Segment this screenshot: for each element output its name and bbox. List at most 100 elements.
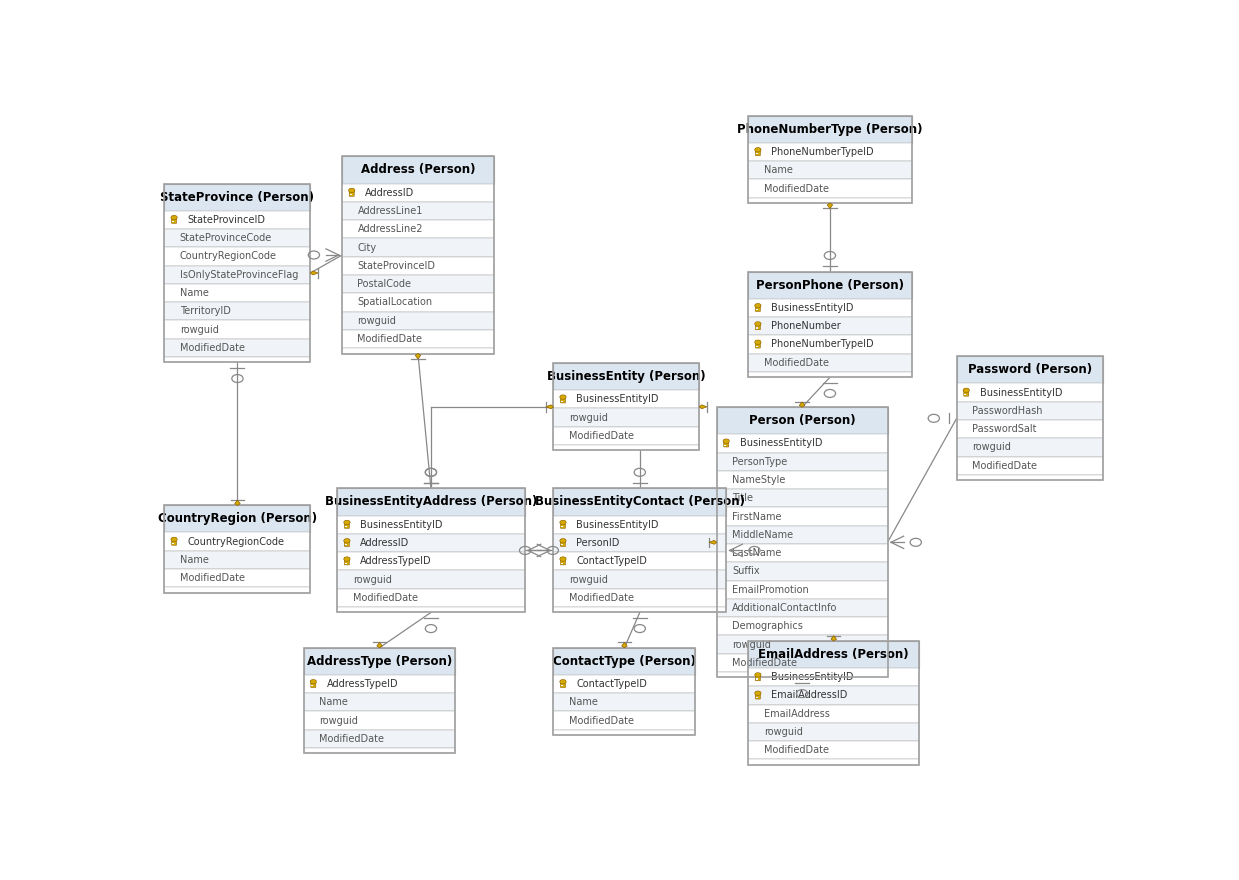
Bar xyxy=(716,508,887,525)
Bar xyxy=(716,562,887,581)
Text: AddressTypeID: AddressTypeID xyxy=(327,679,399,689)
Bar xyxy=(304,711,456,730)
Bar xyxy=(957,384,1103,401)
Bar xyxy=(342,238,494,257)
Text: NameStyle: NameStyle xyxy=(732,475,786,485)
Bar xyxy=(172,543,173,544)
Bar xyxy=(748,641,919,668)
Bar xyxy=(748,641,919,765)
Text: EmailAddress: EmailAddress xyxy=(763,708,830,719)
Bar xyxy=(337,589,524,607)
Text: Person (Person): Person (Person) xyxy=(748,414,855,427)
FancyBboxPatch shape xyxy=(560,539,565,546)
Text: rowguid: rowguid xyxy=(358,316,396,326)
Bar xyxy=(337,534,524,552)
Bar xyxy=(716,489,887,508)
Bar xyxy=(554,607,726,612)
Bar xyxy=(748,116,912,203)
Text: StateProvinceID: StateProvinceID xyxy=(358,260,435,271)
Text: ModifiedDate: ModifiedDate xyxy=(763,184,829,194)
Text: EmailAddressID: EmailAddressID xyxy=(772,691,847,700)
FancyBboxPatch shape xyxy=(756,323,761,330)
Bar xyxy=(554,589,726,607)
Bar xyxy=(554,534,726,552)
Circle shape xyxy=(343,539,351,543)
Circle shape xyxy=(560,557,566,561)
Bar xyxy=(554,488,726,612)
Bar xyxy=(748,272,912,298)
Text: StateProvinceCode: StateProvinceCode xyxy=(180,233,273,243)
Text: BusinessEntityContact (Person): BusinessEntityContact (Person) xyxy=(535,495,745,509)
Text: LastName: LastName xyxy=(732,548,782,558)
Bar xyxy=(165,339,311,357)
Bar xyxy=(337,607,524,612)
Bar xyxy=(716,544,887,562)
Text: PersonType: PersonType xyxy=(732,457,787,466)
Text: AddressType (Person): AddressType (Person) xyxy=(307,655,452,668)
Text: Name: Name xyxy=(180,555,208,565)
Text: BusinessEntityID: BusinessEntityID xyxy=(361,520,442,530)
FancyBboxPatch shape xyxy=(311,680,316,687)
Text: ModifiedDate: ModifiedDate xyxy=(973,461,1037,471)
FancyBboxPatch shape xyxy=(560,521,565,528)
Text: BusinessEntityID: BusinessEntityID xyxy=(576,394,659,404)
FancyBboxPatch shape xyxy=(756,304,761,312)
Bar xyxy=(748,686,919,705)
Polygon shape xyxy=(234,500,240,505)
Bar xyxy=(337,488,524,612)
Text: ModifiedDate: ModifiedDate xyxy=(569,593,633,603)
Text: BusinessEntityID: BusinessEntityID xyxy=(576,520,659,530)
FancyBboxPatch shape xyxy=(756,692,761,699)
Bar xyxy=(344,562,347,564)
FancyBboxPatch shape xyxy=(171,538,177,546)
Bar xyxy=(756,678,758,679)
Text: Name: Name xyxy=(763,165,793,175)
Bar xyxy=(748,198,912,203)
Text: BusinessEntityID: BusinessEntityID xyxy=(740,438,823,449)
Bar xyxy=(554,675,695,693)
Circle shape xyxy=(963,388,969,392)
Text: PasswordHash: PasswordHash xyxy=(973,406,1042,416)
Bar xyxy=(165,587,311,593)
Text: PhoneNumberTypeID: PhoneNumberTypeID xyxy=(772,147,873,157)
Text: ContactTypeID: ContactTypeID xyxy=(576,556,647,567)
Text: ModifiedDate: ModifiedDate xyxy=(358,334,422,344)
Text: ModifiedDate: ModifiedDate xyxy=(569,715,633,725)
Bar xyxy=(561,526,563,527)
Bar xyxy=(716,635,887,654)
Bar xyxy=(748,272,912,378)
Bar xyxy=(957,457,1103,475)
Bar xyxy=(304,648,456,753)
Bar xyxy=(342,293,494,312)
Bar xyxy=(304,675,456,693)
Bar xyxy=(165,266,311,284)
Bar xyxy=(748,705,919,722)
Bar xyxy=(554,552,726,570)
Bar xyxy=(165,551,311,569)
Bar xyxy=(957,420,1103,438)
Text: BusinessEntity (Person): BusinessEntity (Person) xyxy=(548,370,706,383)
Bar xyxy=(554,427,699,445)
Text: BusinessEntityID: BusinessEntityID xyxy=(772,303,854,313)
Polygon shape xyxy=(377,642,383,648)
Bar xyxy=(342,348,494,354)
Bar xyxy=(342,312,494,330)
Bar xyxy=(748,759,919,765)
Bar xyxy=(342,257,494,275)
Bar xyxy=(716,599,887,617)
Bar xyxy=(554,516,726,534)
Text: CountryRegionCode: CountryRegionCode xyxy=(180,252,276,261)
Text: StateProvinceID: StateProvinceID xyxy=(187,215,265,224)
Text: EmailPromotion: EmailPromotion xyxy=(732,584,809,595)
Text: CountryRegionCode: CountryRegionCode xyxy=(187,537,285,546)
Text: ModifiedDate: ModifiedDate xyxy=(353,593,418,603)
Bar xyxy=(304,730,456,748)
Polygon shape xyxy=(546,405,554,409)
Polygon shape xyxy=(831,635,836,641)
Text: Demographics: Demographics xyxy=(732,621,803,631)
Bar xyxy=(724,444,726,446)
Bar xyxy=(748,180,912,198)
Bar xyxy=(756,153,758,155)
Bar xyxy=(756,697,758,698)
Polygon shape xyxy=(415,354,421,359)
